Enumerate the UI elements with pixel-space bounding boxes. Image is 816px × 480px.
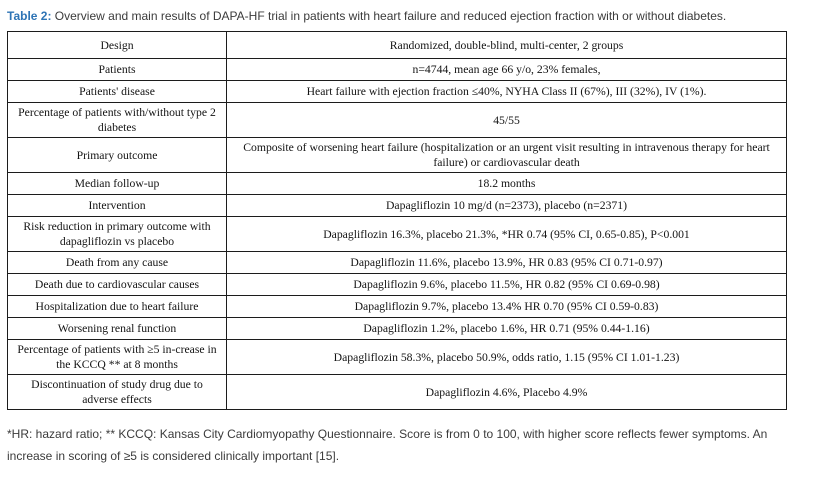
row-value: Randomized, double-blind, multi-center, … [226, 31, 787, 59]
table-row-kccq-increase: Percentage of patients with ≥5 in-crease… [7, 339, 787, 375]
row-label: Percentage of patients with/without type… [7, 102, 227, 138]
row-label: Patients' disease [7, 80, 227, 103]
table-row-worsening-renal: Worsening renal function Dapagliflozin 1… [7, 317, 787, 340]
row-label: Design [7, 31, 227, 59]
row-label: Primary outcome [7, 137, 227, 173]
row-value: Dapagliflozin 9.6%, placebo 11.5%, HR 0.… [226, 273, 787, 296]
row-value: 18.2 months [226, 172, 787, 195]
table-row-design: Design Randomized, double-blind, multi-c… [7, 31, 787, 59]
table-row-primary-outcome: Primary outcome Composite of worsening h… [7, 137, 787, 173]
row-value: Dapagliflozin 9.7%, placebo 13.4% HR 0.7… [226, 295, 787, 318]
table-row-death-any-cause: Death from any cause Dapagliflozin 11.6%… [7, 251, 787, 274]
results-table: Design Randomized, double-blind, multi-c… [7, 31, 787, 410]
table-footnote: *HR: hazard ratio; ** KCCQ: Kansas City … [7, 423, 808, 467]
table-row-diabetes-percentage: Percentage of patients with/without type… [7, 102, 787, 138]
row-value: Dapagliflozin 4.6%, Placebo 4.9% [226, 374, 787, 410]
table-row-hospitalization: Hospitalization due to heart failure Dap… [7, 295, 787, 318]
table-row-median-follow-up: Median follow-up 18.2 months [7, 172, 787, 195]
row-label: Hospitalization due to heart failure [7, 295, 227, 318]
table-row-discontinuation: Discontinuation of study drug due to adv… [7, 374, 787, 410]
row-label: Patients [7, 58, 227, 81]
row-label: Worsening renal function [7, 317, 227, 340]
row-label: Death from any cause [7, 251, 227, 274]
table-row-risk-reduction: Risk reduction in primary outcome with d… [7, 216, 787, 252]
table-caption-label: Table 2: [7, 9, 52, 23]
row-label: Intervention [7, 194, 227, 217]
table-row-death-cardiovascular: Death due to cardiovascular causes Dapag… [7, 273, 787, 296]
row-value: Dapagliflozin 58.3%, placebo 50.9%, odds… [226, 339, 787, 375]
row-value: n=4744, mean age 66 y/o, 23% females, [226, 58, 787, 81]
row-value: Dapagliflozin 1.2%, placebo 1.6%, HR 0.7… [226, 317, 787, 340]
table-row-patients-disease: Patients' disease Heart failure with eje… [7, 80, 787, 103]
page: Table 2: Overview and main results of DA… [7, 8, 808, 467]
row-value: Heart failure with ejection fraction ≤40… [226, 80, 787, 103]
table-row-intervention: Intervention Dapagliflozin 10 mg/d (n=23… [7, 194, 787, 217]
row-label: Death due to cardiovascular causes [7, 273, 227, 296]
table-caption-text: Overview and main results of DAPA-HF tri… [51, 9, 727, 23]
row-label: Risk reduction in primary outcome with d… [7, 216, 227, 252]
row-label: Median follow-up [7, 172, 227, 195]
row-value: Dapagliflozin 16.3%, placebo 21.3%, *HR … [226, 216, 787, 252]
row-value: Dapagliflozin 11.6%, placebo 13.9%, HR 0… [226, 251, 787, 274]
row-value: Dapagliflozin 10 mg/d (n=2373), placebo … [226, 194, 787, 217]
table-row-patients: Patients n=4744, mean age 66 y/o, 23% fe… [7, 58, 787, 81]
footnote-line-2: increase in scoring of ≥5 is considered … [7, 449, 340, 463]
table-caption: Table 2: Overview and main results of DA… [7, 8, 808, 24]
row-label: Percentage of patients with ≥5 in-crease… [7, 339, 227, 375]
row-value: 45/55 [226, 102, 787, 138]
row-label: Discontinuation of study drug due to adv… [7, 374, 227, 410]
footnote-line-1: *HR: hazard ratio; ** KCCQ: Kansas City … [7, 427, 768, 441]
row-value: Composite of worsening heart failure (ho… [226, 137, 787, 173]
